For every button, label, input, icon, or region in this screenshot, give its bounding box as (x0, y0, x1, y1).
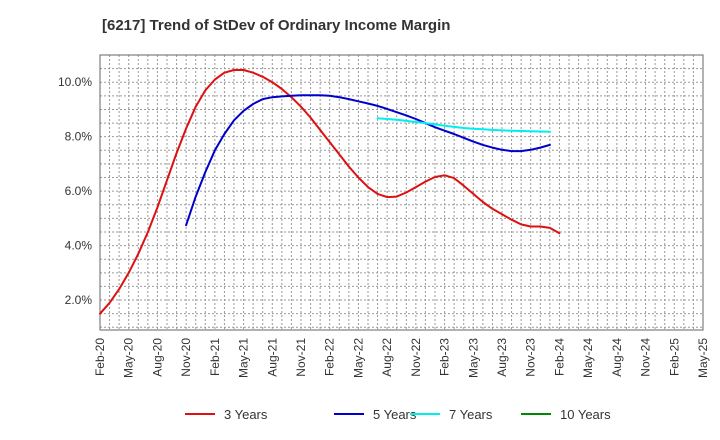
y-tick-label: 10.0% (58, 75, 92, 89)
x-tick-label: May-20 (122, 338, 136, 378)
x-tick-label: Nov-22 (409, 338, 423, 377)
x-tick-label: Aug-24 (610, 338, 624, 377)
x-tick-label: May-22 (351, 338, 365, 378)
legend-label: 3 Years (224, 407, 268, 422)
series-lines (99, 69, 561, 315)
x-tick-label: Nov-20 (179, 338, 193, 377)
x-tick-label: May-24 (581, 338, 595, 378)
legend-label: 10 Years (560, 407, 611, 422)
y-tick-label: 2.0% (65, 293, 93, 307)
x-tick-label: Feb-21 (208, 338, 222, 376)
x-tick-label: May-25 (696, 338, 710, 378)
y-tick-label: 8.0% (65, 130, 93, 144)
x-tick-label: Feb-23 (438, 338, 452, 376)
legend: 3 Years 5 Years 7 Years 10 Years (185, 407, 611, 422)
x-tick-label: Feb-24 (552, 338, 566, 376)
x-tick-label: Nov-24 (639, 338, 653, 377)
x-tick-label: Nov-21 (294, 338, 308, 377)
x-tick-label: Aug-21 (265, 338, 279, 377)
x-tick-label: May-21 (237, 338, 251, 378)
x-tick-label: Feb-20 (93, 338, 107, 376)
series-line-3-years (99, 69, 561, 315)
legend-label: 5 Years (373, 407, 417, 422)
x-tick-label: Aug-23 (495, 338, 509, 377)
plot-area-border (99, 54, 704, 331)
x-tick-label: Aug-22 (380, 338, 394, 377)
y-tick-label: 6.0% (65, 184, 93, 198)
y-axis-ticks: 2.0% 4.0% 6.0% 8.0% 10.0% (58, 75, 92, 307)
legend-label: 7 Years (449, 407, 493, 422)
x-tick-label: Feb-25 (667, 338, 681, 376)
grid (100, 55, 703, 330)
x-tick-label: Nov-23 (524, 338, 538, 377)
series-line-7-years (376, 117, 551, 133)
chart-title: [6217] Trend of StDev of Ordinary Income… (102, 17, 450, 34)
x-tick-label: May-23 (466, 338, 480, 378)
y-tick-label: 4.0% (65, 239, 93, 253)
x-axis-ticks: Feb-20 May-20 Aug-20 Nov-20 Feb-21 May-21 Aug-… (93, 338, 710, 378)
series-line-5-years (185, 94, 551, 227)
x-tick-label: Aug-20 (150, 338, 164, 377)
x-tick-label: Feb-22 (323, 338, 337, 376)
